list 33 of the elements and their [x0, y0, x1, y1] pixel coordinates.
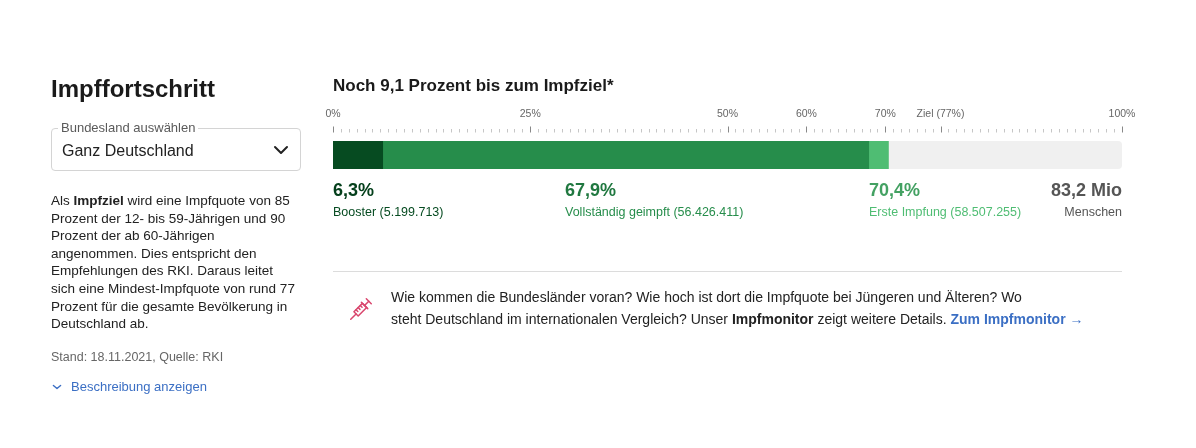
bar: [868, 141, 889, 169]
text: wird eine Impfquote von 85: [127, 193, 290, 208]
chart-subtitle: Noch 9,1 Prozent bis zum Impfziel*: [333, 76, 614, 95]
text: Prozent der 12- bis 59-Jährigen und 90 Prozent der ab 60-Jährigen angenommen. Dies entspricht den Empfehlungen des RKI. Daraus leitet sich eine Mindest-Impfquote von rund 77 Prozent für die gesamte Bevölkerung in Deutschland ab.: [51, 210, 295, 332]
text: Stand: 18.11.2021, Quelle: RKI: [51, 350, 224, 364]
text: Booster (5.199.713): [333, 205, 444, 219]
text: Impfziel: [73, 193, 124, 208]
text: 70,4%: [869, 180, 921, 200]
text: Erste Impfung (58.507.255): [869, 205, 1022, 219]
text: Ganz Deutschland: [62, 142, 194, 159]
text: zeigt weitere Details.: [817, 310, 947, 327]
text: Vollständig geimpft (56.426.411): [565, 205, 744, 219]
text: Impfmonitor: [731, 310, 814, 327]
x-tick-label: 60%: [795, 106, 817, 119]
x-tick-label: 100%: [1108, 106, 1136, 119]
x-tick-label: 70%: [874, 106, 896, 119]
text: steht Deutschland im internationalen Vergleich? Unser: [391, 310, 728, 327]
text: Wie kommen die Bundesländer voran? Wie hoch ist dort die Impfquote bei Jüngeren und Älteren? Wo: [391, 289, 1022, 305]
text: Beschreibung anzeigen: [71, 379, 207, 394]
text: Impffortschritt: [51, 75, 215, 102]
text: 67,9%: [565, 180, 617, 200]
text: 6,3%: [333, 180, 375, 200]
text: 83,2 Mio: [1050, 180, 1122, 200]
text: Als: [51, 193, 70, 208]
bar: [382, 141, 870, 169]
text: Zum Impfmonitor →: [950, 310, 1084, 327]
x-tick-label: 0%: [325, 106, 341, 119]
x-tick-label: Ziel (77%): [916, 106, 965, 119]
x-tick-label: 50%: [716, 106, 739, 119]
text: Menschen: [1064, 205, 1122, 219]
text: Bundesland auswählen: [61, 120, 196, 135]
x-tick-label: 25%: [519, 106, 541, 119]
bar: [333, 141, 384, 169]
